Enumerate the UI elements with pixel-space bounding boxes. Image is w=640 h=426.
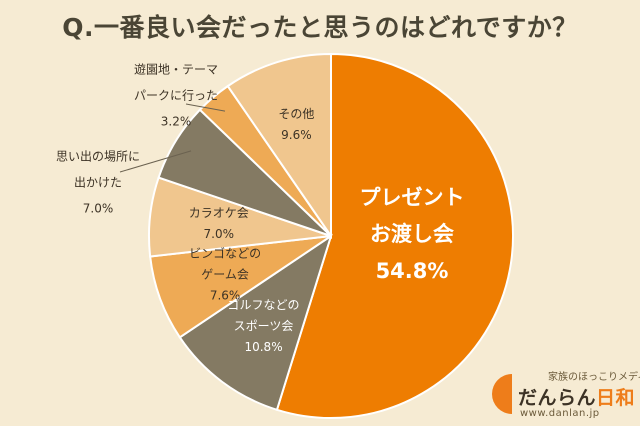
slice-value-label: 7.0% (83, 202, 114, 216)
pie-slices (148, 52, 514, 419)
slice-category-label: ゲーム会 (201, 267, 249, 281)
slice-value-label: 7.0% (204, 227, 235, 241)
logo-name: だんらん日和 (518, 383, 635, 410)
logo-tagline: 家族のほっこりメディア (548, 372, 640, 383)
chart-title: Q.一番良い会だったと思うのはどれですか？ (62, 13, 578, 42)
slice-category-label: スポーツ会 (234, 319, 294, 333)
slice-category-label: その他 (278, 107, 314, 121)
logo-name-main: だんらん (518, 387, 597, 409)
slice-category-label: 遊園地・テーマ (134, 62, 218, 77)
slice-category-label: 出かけた (74, 176, 122, 190)
pie-slice (178, 233, 333, 412)
pie-slice (275, 52, 514, 419)
slice-category-label: パークに行った (134, 89, 218, 103)
leader-lines (119, 103, 226, 173)
leader-line (185, 103, 226, 112)
slice-category-label: プレゼント (360, 185, 465, 209)
brand-logo: 家族のほっこりメディア だんらん日和 www.danlan.jp (486, 362, 640, 422)
slice-category-label: カラオケ会 (189, 206, 249, 220)
slice-category-label: 思い出の場所に (56, 150, 140, 164)
slice-value-label: 3.2% (161, 115, 192, 129)
slice-category-label: お渡し会 (370, 222, 454, 246)
slice-value-label: 10.8% (244, 340, 282, 354)
pie-slice (226, 52, 332, 240)
slice-value-label: 54.8% (376, 259, 449, 283)
slice-value-label: 9.6% (281, 128, 312, 142)
slice-category-label: ゴルフなどの (228, 297, 300, 312)
logo-url: www.danlan.jp (520, 408, 600, 419)
logo-half-circle-icon (492, 374, 512, 414)
slice-value-label: 7.6% (210, 288, 241, 302)
logo-name-accent: 日和 (596, 387, 636, 409)
slice-category-label: ビンゴなどの (189, 245, 261, 260)
leader-line (119, 150, 192, 173)
